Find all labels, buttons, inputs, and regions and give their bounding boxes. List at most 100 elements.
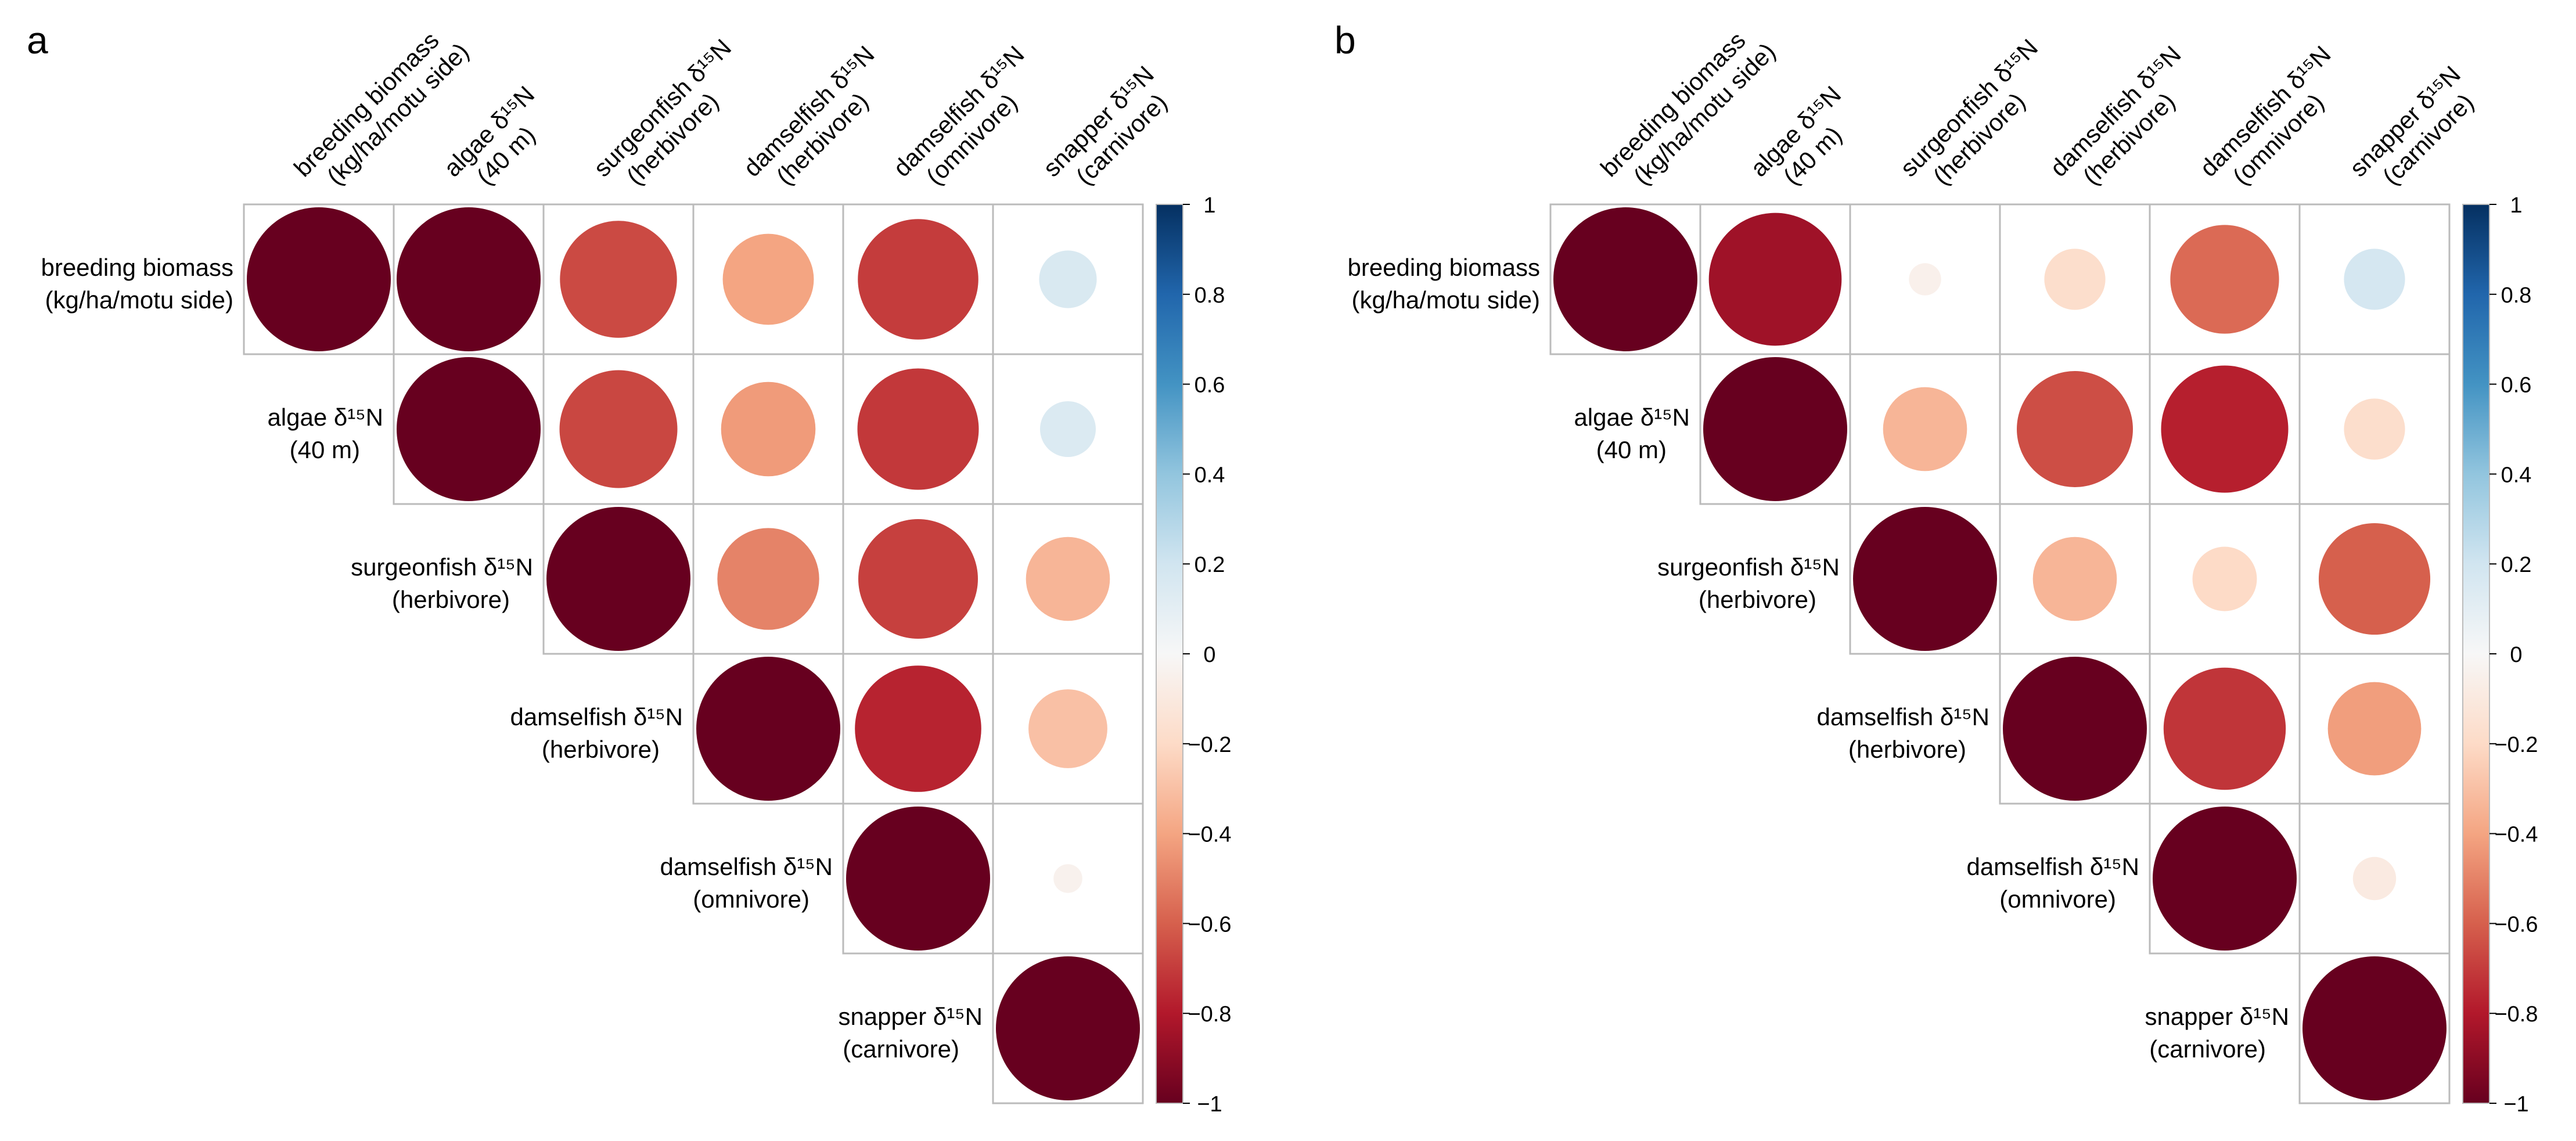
correlation-circle xyxy=(858,519,978,639)
column-label: algae δ¹⁵N(40 m) xyxy=(1745,81,1847,190)
column-label: damselfish δ¹⁵N(omnivore) xyxy=(888,41,1030,190)
correlation-circle xyxy=(1883,387,1967,471)
correlation-circle xyxy=(857,368,979,490)
row-label-line2: (herbivore) xyxy=(392,586,510,613)
row-label-line2: (40 m) xyxy=(290,436,360,463)
row-label-line1: damselfish δ¹⁵N xyxy=(1816,703,1989,730)
row-label-line2: (carnivore) xyxy=(2149,1035,2266,1063)
row-label-line2: (herbivore) xyxy=(1848,736,1966,763)
colorbar-tick-label: 0.6 xyxy=(1195,373,1225,398)
row-label-line1: algae δ¹⁵N xyxy=(1574,404,1690,431)
correlation-circle xyxy=(2344,398,2405,460)
column-label: breeding biomass(kg/ha/motu side) xyxy=(289,27,474,190)
column-label: damselfish δ¹⁵N(herbivore) xyxy=(2045,41,2186,190)
correlation-circle xyxy=(2318,523,2431,635)
row-label-line2: (40 m) xyxy=(1596,436,1667,463)
correlation-circle xyxy=(2163,667,2286,790)
correlation-circle xyxy=(2170,225,2279,334)
correlation-circle xyxy=(2003,657,2147,801)
colorbar-tick-label: −0.8 xyxy=(1188,1002,1231,1027)
colorbar-tick-label: 0.6 xyxy=(2501,373,2532,398)
colorbar-tick-label: 0.2 xyxy=(1195,553,1225,577)
correlation-circle xyxy=(397,207,541,351)
correlation-circle xyxy=(1039,401,1096,458)
column-label: surgeonfish δ¹⁵N(herbivore) xyxy=(588,34,736,190)
row-label-line1: surgeonfish δ¹⁵N xyxy=(351,553,533,581)
row-label-line1: snapper δ¹⁵N xyxy=(838,1003,983,1030)
column-label: surgeonfish δ¹⁵N(herbivore) xyxy=(1895,34,2043,190)
correlation-circle xyxy=(2302,956,2447,1100)
correlation-circle xyxy=(2044,249,2106,310)
colorbar xyxy=(1156,204,1183,1104)
correlation-circle xyxy=(546,507,690,651)
correlation-circle xyxy=(858,219,978,340)
colorbar-tick-label: 1 xyxy=(2510,193,2522,218)
row-label-line2: (carnivore) xyxy=(843,1035,959,1063)
correlation-circle xyxy=(1028,689,1107,768)
correlation-circle xyxy=(722,233,814,325)
row-label-line2: (herbivore) xyxy=(542,736,660,763)
row-label-line1: algae δ¹⁵N xyxy=(267,404,383,431)
row-label-line2: (kg/ha/motu side) xyxy=(45,286,233,314)
correlation-circle xyxy=(559,370,678,488)
panel-label: b xyxy=(1334,19,1356,62)
correlation-circle xyxy=(1703,357,1847,501)
colorbar-tick-label: 0 xyxy=(1203,643,1215,667)
correlation-circle xyxy=(855,665,981,792)
colorbar-tick-label: −0.4 xyxy=(2494,823,2538,847)
colorbar-tick-label: −0.4 xyxy=(1188,823,1231,847)
grid-cell xyxy=(2298,952,2451,1104)
colorbar-tick-label: 0.2 xyxy=(2501,553,2532,577)
colorbar-tick-label: −1 xyxy=(2503,1092,2528,1117)
row-label-line1: surgeonfish δ¹⁵N xyxy=(1657,553,1840,581)
correlation-circle xyxy=(2344,249,2405,310)
correlation-circle xyxy=(2032,537,2117,621)
correlation-circle xyxy=(1053,864,1082,893)
colorbar xyxy=(2462,204,2490,1104)
column-label: damselfish δ¹⁵N(omnivore) xyxy=(2194,41,2336,190)
correlation-circle xyxy=(996,956,1140,1100)
row-label-line1: breeding biomass xyxy=(41,254,233,281)
row-label-line1: damselfish δ¹⁵N xyxy=(510,703,683,730)
correlation-circle xyxy=(1039,250,1097,308)
panel-b: b breeding biomass(kg/ha/motu side)algae … xyxy=(1334,19,2538,1117)
correlation-circle xyxy=(1708,213,1842,346)
column-label: breeding biomass(kg/ha/motu side) xyxy=(1595,27,1780,190)
correlation-circle xyxy=(1909,263,1941,296)
colorbar-tick-label: 0.8 xyxy=(1195,283,1225,308)
colorbar-tick-label: −1 xyxy=(1197,1092,1222,1117)
row-label-line2: (herbivore) xyxy=(1699,586,1816,613)
colorbar-tick-label: 0 xyxy=(2510,643,2522,667)
correlation-circle xyxy=(2192,546,2257,611)
panel-label: a xyxy=(27,19,48,62)
column-label: snapper δ¹⁵N(carnivore) xyxy=(1038,60,1172,190)
row-label-line1: damselfish δ¹⁵N xyxy=(1966,853,2139,880)
correlation-circle xyxy=(696,657,840,801)
row-label-line2: (omnivore) xyxy=(1999,886,2116,913)
colorbar-tick-label: −0.8 xyxy=(2494,1002,2538,1027)
row-label-line1: snapper δ¹⁵N xyxy=(2145,1003,2289,1030)
correlation-circle xyxy=(1853,507,1997,651)
colorbar-tick-label: 0.4 xyxy=(2501,463,2532,487)
row-label-line1: breeding biomass xyxy=(1347,254,1540,281)
correlation-circle xyxy=(2161,365,2289,493)
colorbar-tick-label: 0.8 xyxy=(2501,283,2532,308)
colorbar-tick-label: −0.6 xyxy=(2494,912,2538,937)
correlation-circle xyxy=(560,221,677,338)
colorbar-tick-label: −0.2 xyxy=(2494,733,2538,757)
correlation-circle xyxy=(397,357,541,501)
correlation-circle xyxy=(2017,371,2133,487)
column-label: snapper δ¹⁵N(carnivore) xyxy=(2344,60,2479,190)
column-label: damselfish δ¹⁵N(herbivore) xyxy=(738,41,880,190)
correlation-circle xyxy=(717,528,819,630)
correlation-circle xyxy=(247,207,391,351)
correlation-circle xyxy=(1553,207,1697,351)
correlation-circle xyxy=(2327,682,2422,776)
correlation-circle xyxy=(2352,856,2397,901)
row-label-line2: (omnivore) xyxy=(693,886,810,913)
colorbar-tick-label: 0.4 xyxy=(1195,463,1225,487)
row-label-line1: damselfish δ¹⁵N xyxy=(660,853,833,880)
panel-a: a breeding biomass(kg/ha/motu side)algae … xyxy=(27,19,1232,1117)
